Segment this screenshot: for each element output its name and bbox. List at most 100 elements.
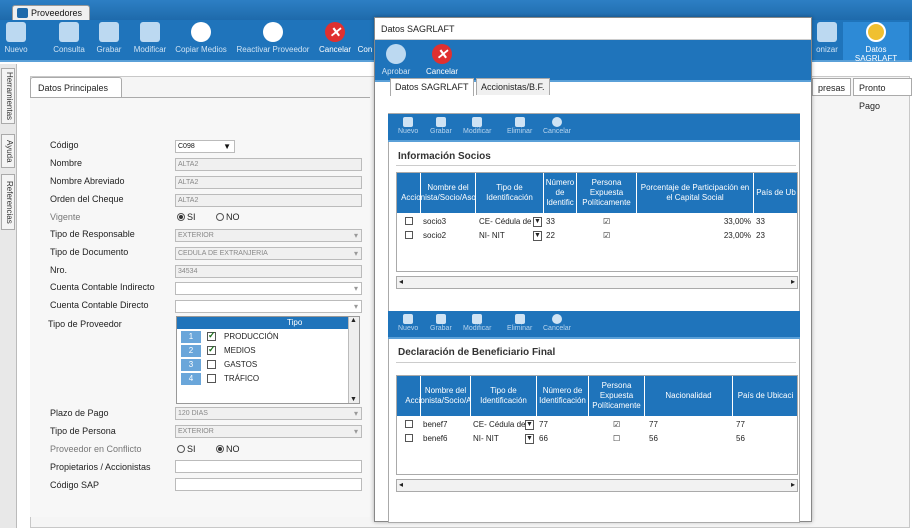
trafico-checkbox[interactable] [207,374,216,383]
tab-datos-principales[interactable]: Datos Principales [30,77,122,97]
aprobar-button[interactable]: Aprobar [381,44,411,76]
row-select-checkbox[interactable] [405,420,413,428]
socios-title: Información Socios [398,151,491,162]
tipo-responsable-select[interactable]: EXTERIOR [175,229,362,242]
scroll-left-icon[interactable]: ◂ [399,277,404,286]
dropdown-arrow-icon: ▼ [223,142,231,151]
vigente-si-label: SI [187,212,196,222]
side-tab-referencias[interactable]: Referencias [1,174,15,230]
socios-modificar-button[interactable]: Modificar [463,117,491,135]
tipo-proveedor-row[interactable]: 1 PRODUCCIÓN [177,330,349,345]
tipo-proveedor-row[interactable]: 3 GASTOS [177,359,349,373]
socios-horizontal-scrollbar[interactable]: ◂ ▸ [396,276,798,289]
conflicto-no-radio[interactable]: NO [216,444,240,454]
grabar-button[interactable]: Grabar [94,22,124,54]
codigo-sap-field[interactable] [175,478,362,491]
eliminar-label: Eliminar [507,128,533,135]
cell-name: benef7 [423,420,448,429]
dropdown-arrow-icon[interactable]: ▼ [533,217,542,227]
cell-pais: 33 [756,217,765,226]
dialog-cancelar-button[interactable]: ✕ Cancelar [423,44,461,76]
nro-field[interactable]: 34534 [175,265,362,278]
save-icon [99,22,119,42]
dropdown-arrow-icon[interactable]: ▼ [533,231,542,241]
copiar-medios-button[interactable]: Copiar Medios [173,22,229,54]
socios-cancelar-button[interactable]: Cancelar [543,117,571,135]
orden-cheque-label: Orden del Cheque [50,194,124,204]
orden-cheque-field[interactable]: ALTA2 [175,194,362,207]
tipo-proveedor-row[interactable]: 2 MEDIOS [177,344,349,359]
medios-checkbox[interactable] [207,344,216,355]
scroll-right-icon[interactable]: ▸ [790,277,795,286]
tab-pronto-pago[interactable]: Pronto Pago [853,78,912,111]
row-number: 1 [181,331,201,343]
delete-icon [514,314,525,324]
edit-icon [472,314,483,324]
cancel-icon [552,314,562,324]
con-button[interactable]: Con [356,22,374,54]
cancel-icon: ✕ [432,44,452,64]
nuevo-button[interactable]: Nuevo [2,22,30,54]
datos-sagrlaft-label: Datos SAGRLAFT [854,45,898,63]
consulta-button[interactable]: Consulta [50,22,88,54]
vigente-no-radio[interactable]: NO [216,212,240,222]
tipo-proveedor-row[interactable]: 4 TRÁFICO [177,373,349,387]
new-icon [403,314,414,324]
tab-datos-sagrlaft[interactable]: Datos SAGRLAFT [390,78,474,96]
dialog-toolbar: Aprobar ✕ Cancelar [375,40,811,82]
row-select[interactable] [397,215,421,228]
gastos-checkbox[interactable] [207,360,216,369]
tab-empresas[interactable]: presas [812,78,852,96]
tab-proveedores[interactable]: Proveedores [12,5,90,20]
benef-grabar-button[interactable]: Grabar [430,314,452,332]
tipo-persona-select[interactable]: EXTERIOR [175,425,362,438]
benef-horizontal-scrollbar[interactable]: ◂ ▸ [396,479,798,492]
scroll-up-icon[interactable]: ▲ [350,317,357,324]
row-select-checkbox[interactable] [405,217,413,225]
cell-tipo: CE- Cédula de [479,217,532,226]
scroll-right-icon[interactable]: ▸ [790,480,795,489]
produccion-checkbox[interactable] [207,330,216,341]
row-select[interactable] [397,229,421,242]
side-tab-herramientas[interactable]: Herramientas [1,68,15,124]
vertical-scrollbar[interactable]: ▲ ▼ [348,317,359,403]
tab-accionistas[interactable]: Accionistas/B.F. [476,78,550,95]
modificar-button[interactable]: Modificar [130,22,170,54]
dropdown-arrow-icon[interactable]: ▼ [525,420,534,430]
socios-nuevo-button[interactable]: Nuevo [398,117,418,135]
conflicto-si-radio[interactable]: SI [177,444,196,454]
benef-nuevo-button[interactable]: Nuevo [398,314,418,332]
scroll-down-icon[interactable]: ▼ [350,396,357,403]
propietarios-field[interactable] [175,460,362,473]
onizar-button[interactable]: onizar [812,22,842,54]
datos-sagrlaft-button[interactable]: Datos SAGRLAFT [843,22,909,63]
row-select-checkbox[interactable] [405,434,413,442]
benef-eliminar-button[interactable]: Eliminar [507,314,532,332]
tipo-documento-select[interactable]: CEDULA DE EXTRANJERIA [175,247,362,260]
row-select[interactable] [397,432,421,445]
reactivar-button[interactable]: Reactivar Proveedor [233,22,313,54]
socios-eliminar-button[interactable]: Eliminar [507,117,532,135]
row-select-checkbox[interactable] [405,231,413,239]
dropdown-arrow-icon[interactable]: ▼ [525,434,534,444]
row-select[interactable] [397,418,421,431]
nombre-field[interactable]: ALTA2 [175,158,362,171]
vigente-si-radio[interactable]: SI [177,212,196,222]
benef-modificar-button[interactable]: Modificar [463,314,491,332]
socios-grabar-button[interactable]: Grabar [430,117,452,135]
row-label: TRÁFICO [224,374,260,383]
column-header: Tipo de Identificación [476,173,544,213]
cc-directo-label: Cuenta Contable Directo [50,300,149,310]
cc-indirecto-select[interactable] [175,282,362,295]
column-header: Tipo de Identificación [471,376,537,416]
codigo-select[interactable]: C098 ▼ [175,140,235,153]
benef-cancelar-button[interactable]: Cancelar [543,314,571,332]
cancelar-button[interactable]: ✕ Cancelar [318,22,352,54]
side-tab-ayuda[interactable]: Ayuda [1,134,15,168]
tipo-documento-label: Tipo de Documento [50,247,129,257]
scroll-left-icon[interactable]: ◂ [399,480,404,489]
cc-directo-select[interactable] [175,300,362,313]
propietarios-label: Propietarios / Accionistas [50,462,151,472]
plazo-select[interactable]: 120 DIAS [175,407,362,420]
nombre-abreviado-field[interactable]: ALTA2 [175,176,362,189]
